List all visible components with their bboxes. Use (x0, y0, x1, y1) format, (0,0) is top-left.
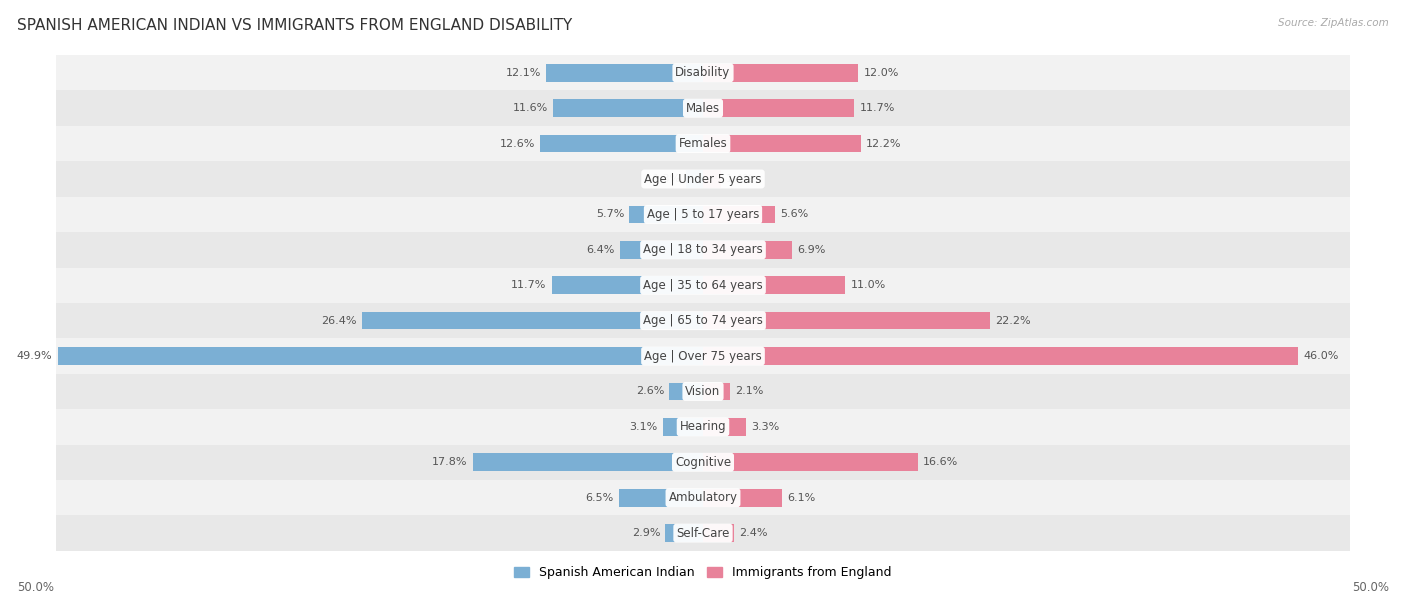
Text: Self-Care: Self-Care (676, 526, 730, 540)
Text: 3.3%: 3.3% (751, 422, 779, 432)
Text: 6.9%: 6.9% (797, 245, 825, 255)
Text: Ambulatory: Ambulatory (668, 491, 738, 504)
Bar (361, 312, 703, 329)
Bar (56, 196, 1350, 232)
Text: 2.4%: 2.4% (740, 528, 768, 538)
Text: 2.6%: 2.6% (636, 386, 664, 397)
Bar (620, 241, 703, 259)
Bar (703, 453, 918, 471)
Bar (56, 409, 1350, 444)
Text: 11.7%: 11.7% (512, 280, 547, 290)
Text: Age | Over 75 years: Age | Over 75 years (644, 349, 762, 362)
Text: 12.2%: 12.2% (866, 138, 901, 149)
Text: Females: Females (679, 137, 727, 150)
Text: Disability: Disability (675, 66, 731, 80)
Bar (703, 312, 990, 329)
Text: 6.4%: 6.4% (586, 245, 614, 255)
Bar (703, 206, 776, 223)
Bar (56, 162, 1350, 196)
Bar (56, 303, 1350, 338)
Text: Age | 65 to 74 years: Age | 65 to 74 years (643, 314, 763, 327)
Text: 11.7%: 11.7% (859, 103, 894, 113)
Text: Age | 35 to 64 years: Age | 35 to 64 years (643, 278, 763, 292)
Bar (703, 524, 734, 542)
Bar (540, 135, 703, 152)
Bar (703, 135, 860, 152)
Text: 46.0%: 46.0% (1303, 351, 1339, 361)
Legend: Spanish American Indian, Immigrants from England: Spanish American Indian, Immigrants from… (509, 561, 897, 584)
Bar (703, 382, 730, 400)
Text: Males: Males (686, 102, 720, 114)
Bar (56, 374, 1350, 409)
Bar (619, 489, 703, 507)
Text: 12.6%: 12.6% (499, 138, 534, 149)
Bar (703, 347, 1298, 365)
Bar (56, 338, 1350, 374)
Bar (56, 444, 1350, 480)
Bar (56, 55, 1350, 91)
Text: Cognitive: Cognitive (675, 456, 731, 469)
Text: 2.9%: 2.9% (631, 528, 661, 538)
Bar (58, 347, 703, 365)
Bar (56, 515, 1350, 551)
Bar (553, 99, 703, 117)
Text: 26.4%: 26.4% (321, 316, 356, 326)
Bar (703, 418, 745, 436)
Text: 5.6%: 5.6% (780, 209, 808, 220)
Bar (686, 170, 703, 188)
Bar (472, 453, 703, 471)
Bar (56, 480, 1350, 515)
Bar (547, 64, 703, 81)
Bar (703, 64, 858, 81)
Text: 11.0%: 11.0% (851, 280, 886, 290)
Text: 50.0%: 50.0% (1353, 581, 1389, 594)
Text: SPANISH AMERICAN INDIAN VS IMMIGRANTS FROM ENGLAND DISABILITY: SPANISH AMERICAN INDIAN VS IMMIGRANTS FR… (17, 18, 572, 34)
Text: Source: ZipAtlas.com: Source: ZipAtlas.com (1278, 18, 1389, 28)
Bar (56, 91, 1350, 126)
Text: 12.0%: 12.0% (863, 68, 898, 78)
Bar (703, 99, 855, 117)
Bar (56, 232, 1350, 267)
Text: 6.1%: 6.1% (787, 493, 815, 502)
Text: Age | 18 to 34 years: Age | 18 to 34 years (643, 244, 763, 256)
Bar (56, 126, 1350, 162)
Text: 16.6%: 16.6% (922, 457, 957, 468)
Text: 12.1%: 12.1% (506, 68, 541, 78)
Bar (665, 524, 703, 542)
Text: 1.3%: 1.3% (652, 174, 681, 184)
Text: Age | Under 5 years: Age | Under 5 years (644, 173, 762, 185)
Text: 17.8%: 17.8% (432, 457, 468, 468)
Text: 5.7%: 5.7% (596, 209, 624, 220)
Text: 22.2%: 22.2% (995, 316, 1031, 326)
Text: 2.1%: 2.1% (735, 386, 763, 397)
Text: 3.1%: 3.1% (630, 422, 658, 432)
Text: 11.6%: 11.6% (513, 103, 548, 113)
Bar (703, 277, 845, 294)
Text: Hearing: Hearing (679, 420, 727, 433)
Text: 1.4%: 1.4% (727, 174, 755, 184)
Bar (662, 418, 703, 436)
Text: 6.5%: 6.5% (585, 493, 614, 502)
Bar (703, 489, 782, 507)
Bar (630, 206, 703, 223)
Text: 50.0%: 50.0% (17, 581, 53, 594)
Text: Vision: Vision (685, 385, 721, 398)
Bar (703, 241, 792, 259)
Text: Age | 5 to 17 years: Age | 5 to 17 years (647, 208, 759, 221)
Bar (703, 170, 721, 188)
Text: 49.9%: 49.9% (17, 351, 52, 361)
Bar (669, 382, 703, 400)
Bar (56, 267, 1350, 303)
Bar (551, 277, 703, 294)
